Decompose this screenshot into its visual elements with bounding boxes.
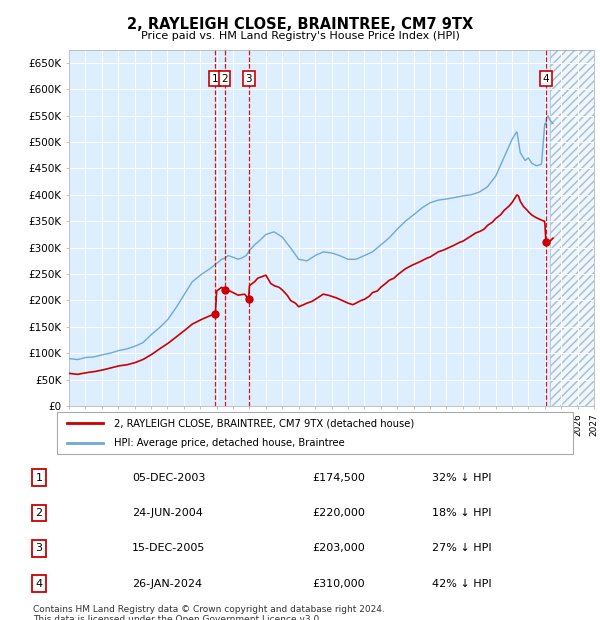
Text: 4: 4 — [542, 74, 549, 84]
Text: £174,500: £174,500 — [312, 472, 365, 483]
Text: 15-DEC-2005: 15-DEC-2005 — [132, 543, 205, 554]
Text: 2: 2 — [221, 74, 228, 84]
Text: £220,000: £220,000 — [312, 508, 365, 518]
Text: 26-JAN-2024: 26-JAN-2024 — [132, 578, 202, 589]
Text: 1: 1 — [35, 472, 43, 483]
Bar — [550, 50, 594, 406]
Bar — [550, 50, 594, 406]
Text: 3: 3 — [245, 74, 252, 84]
Text: 05-DEC-2003: 05-DEC-2003 — [132, 472, 205, 483]
Text: 1: 1 — [212, 74, 218, 84]
Text: 2, RAYLEIGH CLOSE, BRAINTREE, CM7 9TX (detached house): 2, RAYLEIGH CLOSE, BRAINTREE, CM7 9TX (d… — [114, 418, 414, 428]
FancyBboxPatch shape — [57, 412, 573, 454]
Text: 27% ↓ HPI: 27% ↓ HPI — [432, 543, 491, 554]
Text: 32% ↓ HPI: 32% ↓ HPI — [432, 472, 491, 483]
Text: 2, RAYLEIGH CLOSE, BRAINTREE, CM7 9TX: 2, RAYLEIGH CLOSE, BRAINTREE, CM7 9TX — [127, 17, 473, 32]
Text: 3: 3 — [35, 543, 43, 554]
Text: 2: 2 — [35, 508, 43, 518]
Text: 18% ↓ HPI: 18% ↓ HPI — [432, 508, 491, 518]
Text: 24-JUN-2004: 24-JUN-2004 — [132, 508, 203, 518]
Text: 4: 4 — [35, 578, 43, 589]
Text: Price paid vs. HM Land Registry's House Price Index (HPI): Price paid vs. HM Land Registry's House … — [140, 31, 460, 41]
Text: 42% ↓ HPI: 42% ↓ HPI — [432, 578, 491, 589]
Text: Contains HM Land Registry data © Crown copyright and database right 2024.
This d: Contains HM Land Registry data © Crown c… — [33, 604, 385, 620]
Text: £310,000: £310,000 — [312, 578, 365, 589]
Text: £203,000: £203,000 — [312, 543, 365, 554]
Text: HPI: Average price, detached house, Braintree: HPI: Average price, detached house, Brai… — [114, 438, 344, 448]
